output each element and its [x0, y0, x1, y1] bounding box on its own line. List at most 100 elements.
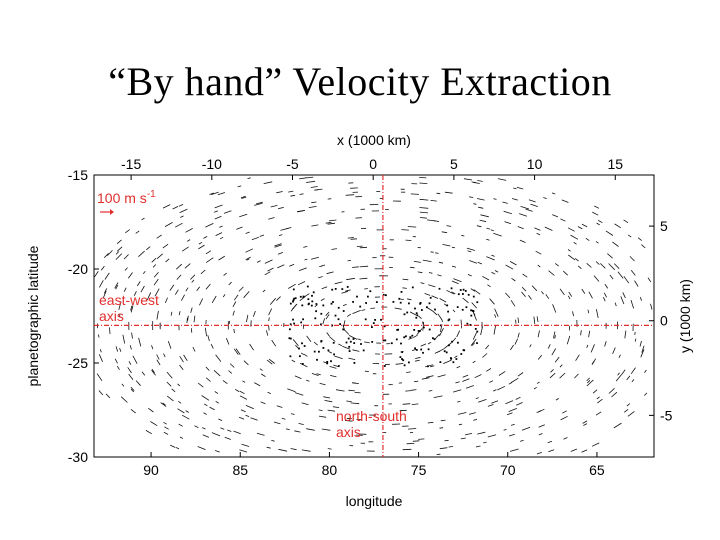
velocity-vector — [178, 311, 181, 316]
velocity-vector — [346, 277, 355, 281]
velocity-vector — [267, 391, 271, 394]
velocity-vector — [215, 354, 222, 362]
velocity-point — [434, 308, 436, 311]
velocity-point — [371, 326, 373, 328]
velocity-vector — [191, 279, 195, 283]
velocity-vector — [276, 405, 283, 408]
velocity-point — [382, 339, 385, 342]
velocity-vector — [114, 282, 119, 289]
velocity-vector — [297, 281, 306, 286]
velocity-vector — [370, 307, 376, 309]
velocity-vector — [424, 293, 431, 296]
velocity-point — [408, 361, 410, 364]
velocity-vector — [470, 338, 477, 346]
velocity-vector — [588, 291, 593, 299]
velocity-vector — [294, 392, 304, 396]
velocity-vector — [151, 345, 154, 350]
velocity-vector — [120, 396, 128, 403]
velocity-point — [301, 363, 304, 365]
velocity-vector — [163, 421, 167, 425]
velocity-vector — [419, 198, 429, 201]
velocity-vector — [205, 366, 210, 371]
velocity-vector — [581, 288, 586, 294]
velocity-vector — [439, 298, 447, 303]
velocity-vector — [490, 229, 494, 232]
velocity-point — [307, 298, 310, 301]
velocity-vector — [240, 409, 246, 413]
velocity-vector — [299, 177, 308, 180]
velocity-vector — [326, 332, 331, 337]
velocity-point — [469, 324, 472, 326]
velocity-vector — [533, 386, 537, 390]
velocity-vector — [290, 413, 295, 415]
velocity-vector — [329, 336, 336, 342]
velocity-point — [380, 318, 382, 321]
velocity-vector — [494, 314, 497, 318]
velocity-vector — [290, 194, 296, 197]
velocity-point — [289, 328, 291, 331]
velocity-vector — [455, 381, 460, 384]
velocity-vector — [533, 316, 536, 324]
velocity-vector — [219, 225, 223, 228]
velocity-point — [292, 318, 294, 321]
scale-arrow-head — [110, 209, 114, 215]
velocity-vector — [190, 328, 193, 333]
velocity-vector — [178, 204, 184, 207]
velocity-vector — [620, 296, 625, 305]
velocity-vector — [344, 330, 350, 335]
velocity-vector — [359, 277, 368, 280]
velocity-vector — [211, 191, 219, 195]
top-tick-label: -5 — [286, 156, 299, 172]
velocity-vector — [630, 299, 634, 309]
velocity-point — [342, 310, 345, 312]
velocity-vector — [128, 361, 132, 365]
velocity-vector — [325, 314, 330, 320]
velocity-vector — [266, 446, 271, 449]
velocity-vector — [462, 297, 469, 304]
velocity-vector — [597, 398, 603, 404]
velocity-vector — [402, 403, 411, 405]
velocity-vector — [544, 226, 553, 231]
velocity-vector — [245, 256, 251, 261]
velocity-point — [462, 288, 465, 291]
velocity-vector — [130, 386, 135, 391]
velocity-point — [476, 342, 478, 344]
velocity-vector — [182, 414, 190, 420]
velocity-vector — [345, 194, 355, 196]
velocity-vector — [179, 364, 184, 370]
velocity-vector — [577, 226, 583, 230]
velocity-vector — [402, 287, 407, 289]
velocity-vector — [411, 403, 419, 405]
bottom-tick-label: 75 — [411, 462, 427, 478]
velocity-point — [419, 302, 422, 304]
velocity-vector — [446, 225, 452, 227]
velocity-point — [293, 297, 295, 300]
velocity-vector — [586, 344, 589, 348]
scale-label: 100 m s-1 — [97, 189, 156, 206]
velocity-vector — [325, 222, 332, 224]
velocity-vector — [156, 234, 162, 239]
velocity-vector — [580, 330, 582, 336]
velocity-vector — [228, 281, 232, 286]
velocity-vector — [130, 305, 133, 311]
velocity-vector — [166, 371, 173, 379]
velocity-point — [292, 299, 295, 302]
velocity-point — [408, 302, 410, 305]
velocity-vector — [460, 437, 466, 440]
velocity-vector — [452, 389, 462, 393]
velocity-point — [348, 345, 351, 348]
velocity-vector — [430, 251, 434, 253]
velocity-vector — [509, 261, 517, 266]
velocity-vector — [433, 395, 443, 398]
velocity-point — [427, 365, 429, 368]
top-tick-label: 0 — [369, 156, 377, 172]
velocity-vector — [116, 365, 120, 370]
velocity-vector — [226, 338, 230, 345]
velocity-point — [415, 316, 418, 319]
velocity-vector — [608, 388, 615, 394]
velocity-point — [318, 350, 320, 353]
velocity-vector — [422, 321, 424, 325]
velocity-vector — [559, 372, 566, 379]
velocity-vector — [104, 272, 110, 280]
velocity-vector — [156, 359, 161, 366]
